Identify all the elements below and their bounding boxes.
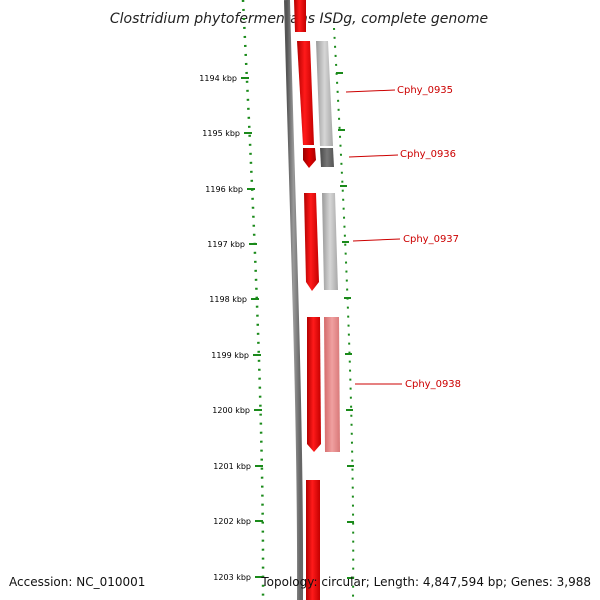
scale-tick-1202: 1202 kbp [213,517,263,526]
scale-tick-1197: 1197 kbp [207,240,257,249]
gray-feature-1-dark [320,148,334,167]
cds-feature-cphy-0936 [303,148,316,168]
scale-label: 1200 kbp [212,406,250,415]
gray-feature-1 [316,41,333,146]
gene-label-cphy-0937[interactable]: Cphy_0937 [352,234,459,245]
scale-label: 1195 kbp [202,129,240,138]
scale-tick-1200: 1200 kbp [212,406,262,415]
scale-label: 1201 kbp [213,462,251,471]
gene-label-text: Cphy_0937 [403,234,459,245]
scale-tick-1196: 1196 kbp [205,185,255,194]
accession-text: Accession: NC_010001 [9,575,145,589]
gene-label-text: Cphy_0936 [400,149,456,160]
cds-feature-bottom [306,480,320,600]
scale-tick-1201: 1201 kbp [213,462,263,471]
outer-ring-ticks [336,72,354,579]
gene-label-cphy-0938[interactable]: Cphy_0938 [355,379,461,390]
cds-feature-top [294,0,306,32]
genome-backbone [284,0,304,600]
cds-feature-cphy-0937 [304,193,319,291]
scale-label: 1196 kbp [205,185,243,194]
topology-text: Topology: circular; Length: 4,847,594 bp… [260,575,591,589]
scale-label: 1198 kbp [209,295,247,304]
gene-label-text: Cphy_0938 [405,379,461,390]
scale-tick-1199: 1199 kbp [211,351,261,360]
scale-label: 1194 kbp [199,74,237,83]
scale-label: 1203 kbp [213,573,251,582]
scale-tick-1198: 1198 kbp [209,295,259,304]
scale-tick-1203: 1203 kbp [213,573,263,582]
scale-ring-inner [241,0,265,600]
scale-label: 1202 kbp [213,517,251,526]
gene-label-cphy-0935[interactable]: Cphy_0935 [345,85,453,96]
gene-label-text: Cphy_0935 [397,85,453,96]
gray-feature-2 [322,193,338,290]
scale-tick-1194: 1194 kbp [199,74,249,83]
scale-label: 1199 kbp [211,351,249,360]
scale-axis: 1194 kbp 1195 kbp 1196 kbp 1197 kbp 1198… [199,74,263,582]
scale-tick-1195: 1195 kbp [202,129,252,138]
cds-feature-cphy-0935 [297,41,314,145]
gene-label-cphy-0936[interactable]: Cphy_0936 [348,149,456,160]
scale-ring-outer [333,27,355,600]
scale-label: 1197 kbp [207,240,245,249]
pink-feature-3 [324,317,340,452]
cds-feature-cphy-0938 [307,317,321,452]
